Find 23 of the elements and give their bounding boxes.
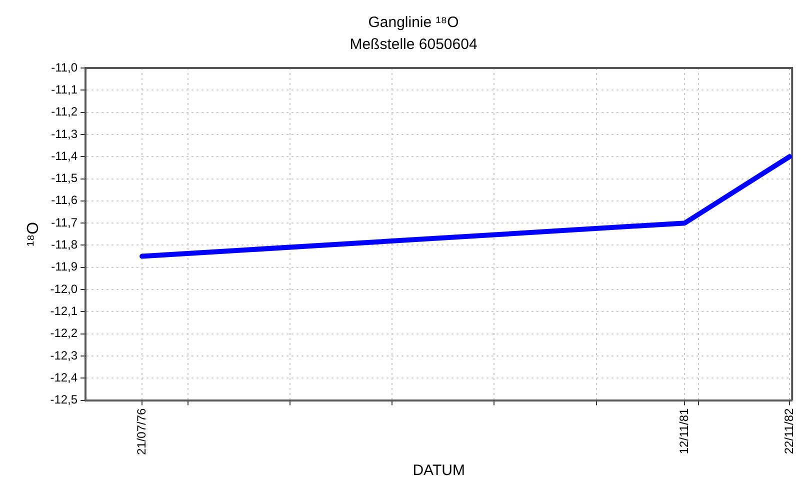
y-tick-label: -11,4 [51, 148, 78, 163]
y-tick-label: -12,4 [50, 370, 78, 384]
y-axis-title: ¹⁸O [25, 222, 42, 246]
y-tick-label: -11,1 [51, 82, 78, 96]
y-tick-label: -12,0 [50, 282, 78, 296]
y-tick-label: -12,3 [50, 348, 78, 362]
chart-subtitle: Meßstelle 6050604 [350, 36, 478, 54]
y-tick-label: -11,3 [51, 126, 78, 141]
y-tick-label: -11,7 [51, 215, 78, 230]
y-tick-label: -11,5 [51, 171, 78, 186]
x-tick-label: 12/11/81 [677, 408, 692, 454]
x-tick-label: 22/11/82 [782, 408, 796, 454]
chart-title: Ganglinie ¹⁸O [368, 14, 459, 32]
y-tick-label: -11,2 [51, 104, 78, 119]
y-tick-label: -12,5 [50, 392, 78, 407]
x-tick-label: 21/07/76 [134, 408, 148, 456]
y-tick-label: -12,1 [50, 304, 78, 318]
x-axis-title: DATUM [412, 462, 465, 480]
y-tick-label: -12,2 [50, 326, 78, 340]
y-tick-label: -11,8 [51, 238, 78, 252]
y-tick-label: -11,6 [51, 193, 78, 208]
y-tick-label: -11,9 [51, 260, 78, 274]
y-tick-label: -11,0 [51, 60, 78, 74]
